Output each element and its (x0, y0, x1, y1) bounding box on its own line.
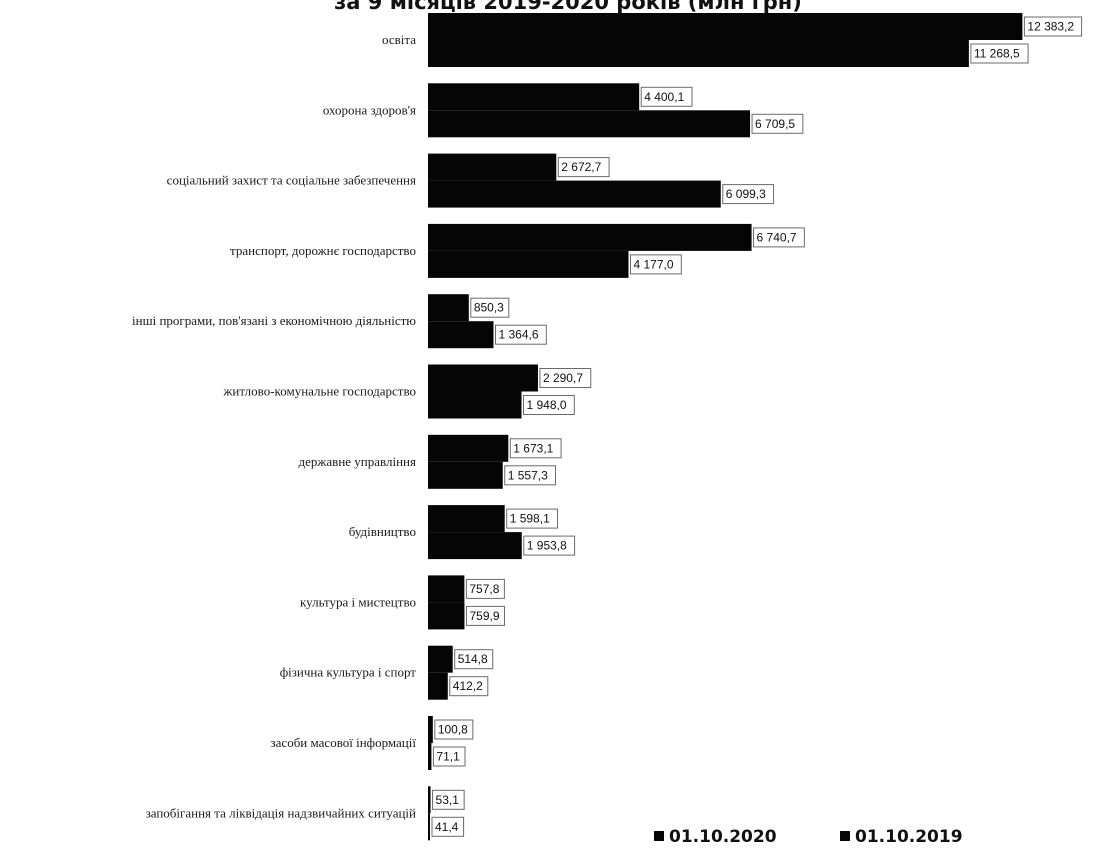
chart-title: за 9 місяців 2019-2020 років (млн грн) (334, 0, 802, 14)
value-label: 1 557,3 (508, 468, 548, 482)
bar-2019 (428, 813, 430, 841)
bar-2019 (428, 672, 448, 700)
bar-2019 (428, 391, 522, 419)
value-label: 1 364,6 (499, 328, 539, 342)
value-label-box (504, 465, 557, 486)
legend-label-2019: 01.10.2019 (855, 827, 963, 847)
value-label: 514,8 (458, 652, 488, 666)
category-label: засоби масової інформації (271, 735, 417, 750)
value-label: 4 400,1 (644, 90, 684, 104)
value-label: 6 740,7 (757, 230, 797, 244)
value-label: 412,2 (453, 679, 483, 693)
bar-2019 (428, 461, 503, 489)
value-label-box (557, 157, 610, 178)
value-label-box (523, 535, 576, 556)
value-label-box (449, 676, 489, 697)
category-label: інші програми, пов'язані з економічною д… (132, 313, 416, 328)
bar-2019 (428, 110, 751, 138)
value-label-box (506, 508, 559, 529)
value-label: 53,1 (436, 793, 460, 807)
value-label-box (629, 254, 682, 275)
value-label-box (640, 86, 693, 107)
bars (428, 13, 1023, 841)
category-label: державне управління (299, 454, 416, 469)
value-label: 2 290,7 (543, 371, 583, 385)
value-labels: 12 383,2 11 268,5 4 400,1 6 709,5 2 672,7 6 0… (431, 16, 1083, 837)
value-label-box (465, 578, 505, 599)
category-label: запобігання та ліквідація надзвичайних с… (146, 805, 416, 820)
bar-2020 (428, 786, 431, 814)
legend-label-2020: 01.10.2020 (669, 827, 777, 847)
bar-2019 (428, 250, 629, 278)
bar-2019 (428, 532, 522, 560)
value-label: 4 177,0 (633, 257, 673, 271)
category-label: транспорт, дорожнє господарство (230, 243, 416, 258)
category-label: житлово-комунальне господарство (222, 384, 416, 399)
bar-2020 (428, 716, 433, 743)
bar-2020 (428, 294, 469, 322)
bar-2019 (428, 180, 721, 208)
category-label: будівництво (349, 524, 416, 539)
value-label: 100,8 (438, 723, 468, 737)
value-label-box (470, 297, 510, 318)
value-label-box (751, 113, 804, 134)
value-label-box (454, 649, 494, 670)
value-label: 11 268,5 (974, 47, 1020, 61)
value-label: 41,4 (435, 820, 459, 834)
value-label-box (753, 227, 805, 248)
value-label: 1 598,1 (510, 512, 550, 526)
legend-swatch-2020 (654, 831, 664, 841)
value-label: 6 709,5 (755, 117, 795, 131)
value-label: 12 383,2 (1027, 20, 1074, 34)
bar-2020 (428, 575, 465, 603)
legend: 01.10.2020 01.10.2019 (654, 827, 963, 847)
value-label-box (432, 789, 465, 810)
value-label-box (465, 605, 505, 626)
bar-2020 (428, 364, 538, 392)
bar-2020 (428, 434, 509, 462)
category-label: фізична культура і спорт (280, 665, 417, 680)
value-label: 2 672,7 (561, 160, 601, 174)
value-label-box (722, 184, 775, 205)
bar-2019 (428, 743, 432, 770)
category-label: освіта (382, 32, 416, 47)
value-label-box (523, 395, 575, 415)
category-label: соціальний захист та соціальне забезпече… (167, 173, 416, 188)
value-label-box (432, 746, 466, 767)
bar-2020 (428, 83, 640, 111)
bar-2020 (428, 505, 505, 533)
value-label: 1 948,0 (527, 398, 567, 412)
value-label-box (434, 719, 474, 740)
value-label-box (539, 368, 592, 388)
category-label: культура і мистецтво (300, 594, 416, 609)
bar-2019 (428, 40, 969, 67)
value-label: 759,9 (469, 609, 499, 623)
bar-2019 (428, 321, 494, 349)
value-label-box (431, 816, 465, 837)
bar-2020 (428, 223, 752, 251)
bar-2019 (428, 602, 465, 630)
value-label-box (970, 43, 1029, 64)
bar-2020 (428, 13, 1023, 40)
value-label: 1 673,1 (513, 441, 553, 455)
value-label-box (1023, 16, 1083, 37)
bar-2020 (428, 645, 453, 673)
value-label: 6 099,3 (726, 187, 766, 201)
value-label: 850,3 (474, 301, 504, 315)
legend-swatch-2019 (840, 831, 850, 841)
value-label-box (509, 438, 562, 459)
value-label: 1 953,8 (527, 539, 567, 553)
value-label-box (495, 324, 547, 345)
value-label: 71,1 (436, 750, 460, 764)
category-label: охорона здоров'я (323, 102, 416, 117)
bar-2020 (428, 153, 557, 181)
value-label: 757,8 (469, 582, 499, 596)
category-labels: освіта охорона здоров'я соціальний захист … (132, 32, 416, 820)
